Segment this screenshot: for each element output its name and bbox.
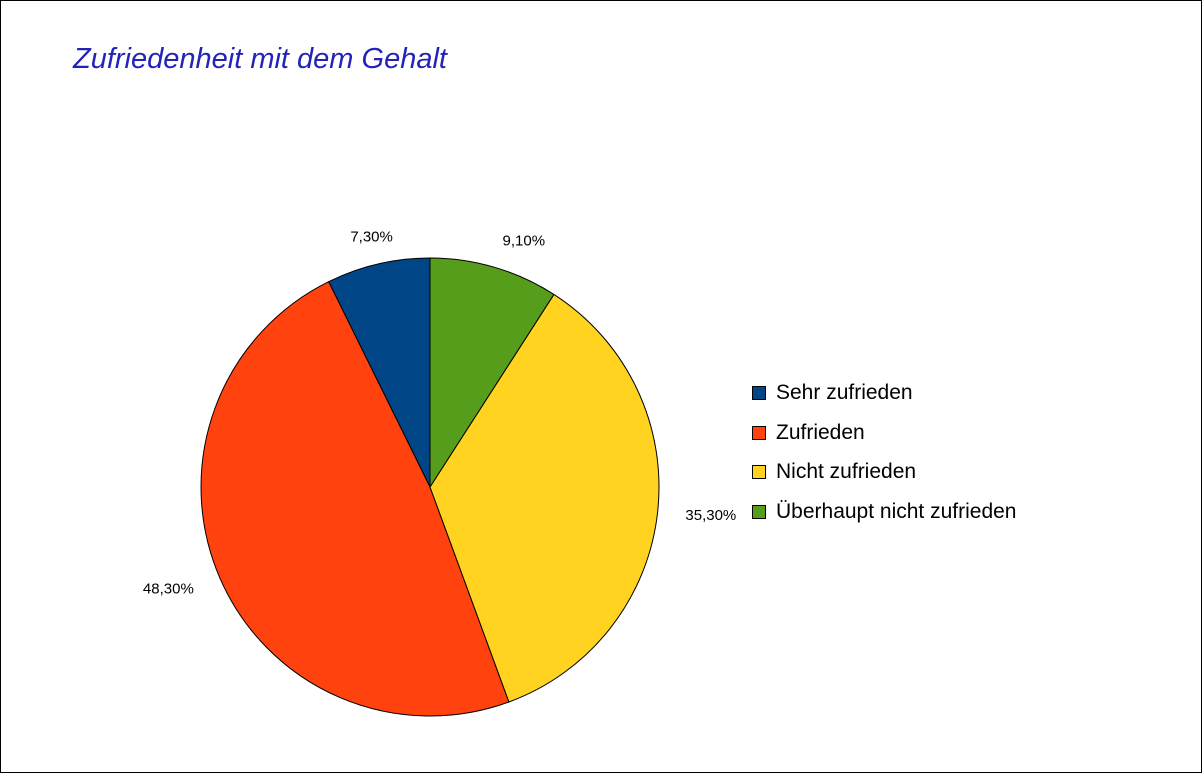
legend-swatch-ueberhaupt-nicht-zufrieden	[752, 505, 766, 519]
chart-title: Zufriedenheit mit dem Gehalt	[73, 43, 447, 75]
legend-label-sehr-zufrieden: Sehr zufrieden	[776, 381, 913, 404]
pie-slice-2	[200, 280, 510, 717]
slice-value-label-3: 35,30%	[685, 507, 736, 524]
legend-item-sehr-zufrieden: Sehr zufrieden	[752, 381, 913, 405]
slice-value-label-2: 48,30%	[143, 580, 194, 597]
legend-label-nicht-zufrieden: Nicht zufrieden	[776, 460, 917, 483]
legend-swatch-sehr-zufrieden	[752, 386, 766, 400]
pie-slice-4	[429, 257, 555, 489]
legend-swatch-nicht-zufrieden	[752, 465, 766, 479]
legend-label-zufrieden: Zufrieden	[776, 421, 865, 444]
legend-item-nicht-zufrieden: Nicht zufrieden	[752, 460, 916, 484]
pie-slice-1	[327, 257, 431, 488]
legend-swatch-zufrieden	[752, 426, 766, 440]
legend-label-ueberhaupt-nicht-zufrieden: Überhaupt nicht zufrieden	[776, 500, 1017, 523]
slice-value-label-4: 9,10%	[503, 232, 546, 249]
slice-value-label-1: 7,30%	[350, 229, 393, 246]
legend-item-ueberhaupt-nicht-zufrieden: Überhaupt nicht zufrieden	[752, 500, 1017, 524]
pie-slice-3	[429, 293, 660, 703]
legend-item-zufrieden: Zufrieden	[752, 421, 865, 445]
